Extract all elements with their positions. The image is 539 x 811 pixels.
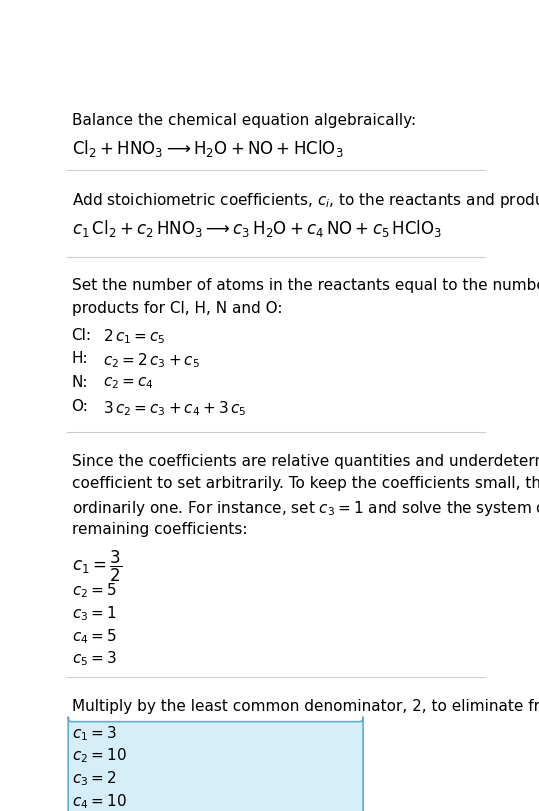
Text: $c_4 = 5$: $c_4 = 5$ xyxy=(72,626,116,645)
Text: $c_1 = 3$: $c_1 = 3$ xyxy=(72,723,116,741)
Text: $c_1 = \dfrac{3}{2}$: $c_1 = \dfrac{3}{2}$ xyxy=(72,547,122,583)
Text: products for Cl, H, N and O:: products for Cl, H, N and O: xyxy=(72,300,282,315)
Text: $c_4 = 10$: $c_4 = 10$ xyxy=(72,791,126,809)
Text: O:: O: xyxy=(72,398,88,414)
Text: $\mathrm{Cl_2 + HNO_3} \longrightarrow \mathrm{H_2O + NO + HClO_3}$: $\mathrm{Cl_2 + HNO_3} \longrightarrow \… xyxy=(72,138,343,159)
Text: coefficient to set arbitrarily. To keep the coefficients small, the arbitrary va: coefficient to set arbitrarily. To keep … xyxy=(72,475,539,491)
Text: Add stoichiometric coefficients, $c_i$, to the reactants and products:: Add stoichiometric coefficients, $c_i$, … xyxy=(72,191,539,210)
Text: Cl:: Cl: xyxy=(72,328,92,342)
Text: Balance the chemical equation algebraically:: Balance the chemical equation algebraica… xyxy=(72,113,416,128)
Text: Multiply by the least common denominator, 2, to eliminate fractional coefficient: Multiply by the least common denominator… xyxy=(72,698,539,713)
Text: $c_2 = 10$: $c_2 = 10$ xyxy=(72,745,126,764)
Text: $c_2 = 5$: $c_2 = 5$ xyxy=(72,581,116,599)
Text: $c_3 = 1$: $c_3 = 1$ xyxy=(72,603,116,622)
Text: Set the number of atoms in the reactants equal to the number of atoms in the: Set the number of atoms in the reactants… xyxy=(72,278,539,293)
Text: remaining coefficients:: remaining coefficients: xyxy=(72,521,247,536)
Text: $3\,c_2 = c_3 + c_4 + 3\,c_5$: $3\,c_2 = c_3 + c_4 + 3\,c_5$ xyxy=(103,398,246,417)
Text: $c_2 = c_4$: $c_2 = c_4$ xyxy=(103,375,154,390)
Text: Since the coefficients are relative quantities and underdetermined, choose a: Since the coefficients are relative quan… xyxy=(72,453,539,468)
Text: $c_5 = 3$: $c_5 = 3$ xyxy=(72,649,116,667)
Text: N:: N: xyxy=(72,375,88,389)
Text: $c_1\,\mathrm{Cl_2} + c_2\,\mathrm{HNO_3} \longrightarrow c_3\,\mathrm{H_2O} + c: $c_1\,\mathrm{Cl_2} + c_2\,\mathrm{HNO_3… xyxy=(72,218,442,239)
Text: ordinarily one. For instance, set $c_3 = 1$ and solve the system of equations fo: ordinarily one. For instance, set $c_3 =… xyxy=(72,498,539,517)
Text: $c_3 = 2$: $c_3 = 2$ xyxy=(72,768,116,787)
FancyBboxPatch shape xyxy=(68,717,363,811)
Text: $2\,c_1 = c_5$: $2\,c_1 = c_5$ xyxy=(103,328,165,346)
Text: $c_2 = 2\,c_3 + c_5$: $c_2 = 2\,c_3 + c_5$ xyxy=(103,351,200,370)
Text: H:: H: xyxy=(72,351,88,366)
